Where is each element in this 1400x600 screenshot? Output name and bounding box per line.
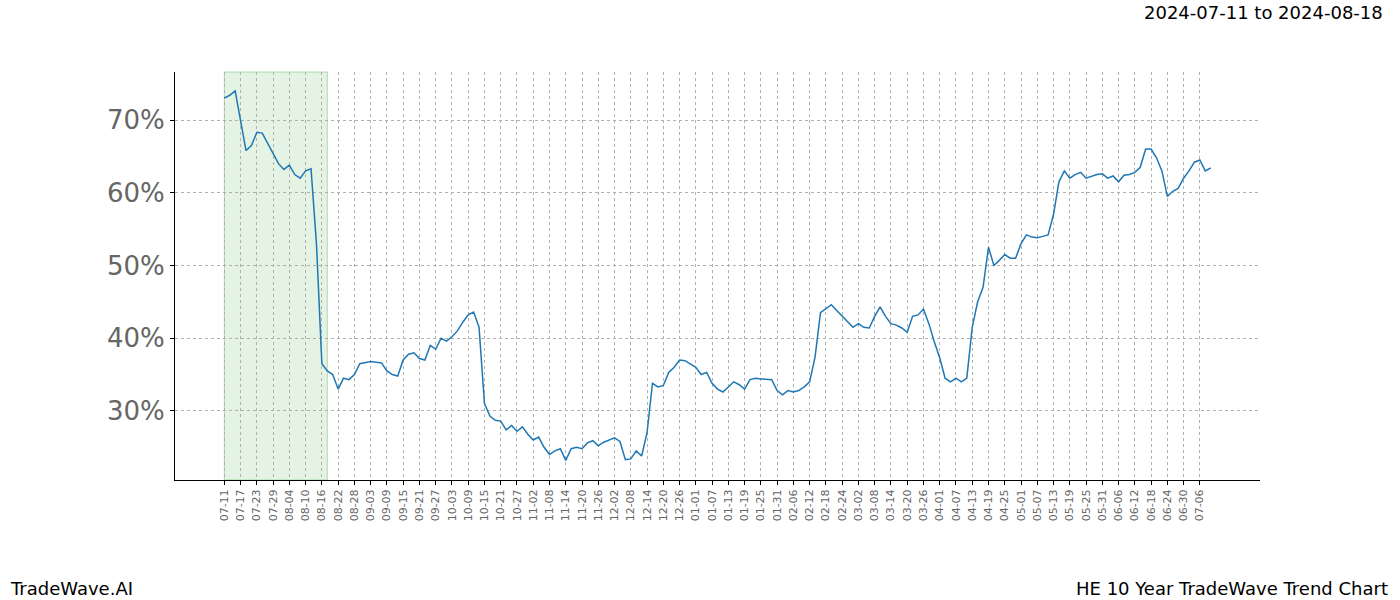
svg-text:08-28: 08-28: [348, 489, 361, 521]
svg-text:01-13: 01-13: [722, 489, 735, 521]
svg-text:09-03: 09-03: [364, 489, 377, 521]
svg-text:07-23: 07-23: [250, 489, 263, 521]
svg-text:06-30: 06-30: [1177, 489, 1190, 521]
svg-text:HE 10 Year TradeWave Trend Cha: HE 10 Year TradeWave Trend Chart: [1076, 578, 1388, 599]
svg-text:12-14: 12-14: [641, 489, 654, 521]
svg-text:08-04: 08-04: [283, 489, 296, 521]
svg-text:04-19: 04-19: [982, 489, 995, 521]
svg-text:11-14: 11-14: [559, 489, 572, 521]
svg-text:2024-07-11 to 2024-08-18: 2024-07-11 to 2024-08-18: [1144, 2, 1383, 23]
svg-text:01-07: 01-07: [706, 489, 719, 521]
svg-text:11-20: 11-20: [576, 489, 589, 521]
svg-text:03-20: 03-20: [901, 489, 914, 521]
svg-text:09-21: 09-21: [413, 489, 426, 521]
svg-text:05-01: 05-01: [1015, 489, 1028, 521]
svg-text:05-25: 05-25: [1080, 489, 1093, 521]
svg-text:50%: 50%: [107, 251, 165, 281]
svg-text:70%: 70%: [107, 105, 165, 135]
svg-text:04-13: 04-13: [966, 489, 979, 521]
svg-text:04-25: 04-25: [998, 489, 1011, 521]
svg-text:01-01: 01-01: [689, 489, 702, 521]
svg-text:06-12: 06-12: [1128, 489, 1141, 521]
svg-text:60%: 60%: [107, 178, 165, 208]
svg-text:07-11: 07-11: [218, 489, 231, 521]
svg-text:12-20: 12-20: [657, 489, 670, 521]
svg-text:05-13: 05-13: [1047, 489, 1060, 521]
svg-text:10-27: 10-27: [511, 489, 524, 521]
svg-text:04-07: 04-07: [950, 489, 963, 521]
svg-text:30%: 30%: [107, 396, 165, 426]
svg-text:10-09: 10-09: [462, 489, 475, 521]
svg-text:05-31: 05-31: [1096, 489, 1109, 521]
svg-text:10-21: 10-21: [494, 489, 507, 521]
svg-text:03-26: 03-26: [917, 489, 930, 521]
svg-text:07-29: 07-29: [267, 489, 280, 521]
svg-text:03-14: 03-14: [885, 489, 898, 521]
svg-text:01-25: 01-25: [754, 489, 767, 521]
svg-text:07-06: 07-06: [1193, 489, 1206, 521]
svg-text:01-31: 01-31: [771, 489, 784, 521]
svg-text:08-22: 08-22: [332, 489, 345, 521]
svg-text:02-24: 02-24: [836, 489, 849, 521]
svg-text:09-15: 09-15: [397, 489, 410, 521]
svg-text:08-10: 08-10: [299, 489, 312, 521]
svg-text:04-01: 04-01: [933, 489, 946, 521]
svg-text:09-09: 09-09: [380, 489, 393, 521]
svg-text:03-02: 03-02: [852, 489, 865, 521]
svg-text:10-03: 10-03: [446, 489, 459, 521]
svg-text:11-26: 11-26: [592, 489, 605, 521]
svg-text:10-15: 10-15: [478, 489, 491, 521]
svg-text:02-06: 02-06: [787, 489, 800, 521]
svg-text:02-18: 02-18: [819, 489, 832, 521]
svg-text:01-19: 01-19: [738, 489, 751, 521]
svg-text:TradeWave.AI: TradeWave.AI: [10, 578, 133, 599]
svg-text:12-26: 12-26: [673, 489, 686, 521]
svg-text:11-08: 11-08: [543, 489, 556, 521]
svg-text:02-12: 02-12: [803, 489, 816, 521]
svg-text:03-08: 03-08: [868, 489, 881, 521]
svg-text:12-02: 12-02: [608, 489, 621, 521]
svg-text:12-08: 12-08: [624, 489, 637, 521]
svg-text:09-27: 09-27: [429, 489, 442, 521]
svg-text:40%: 40%: [107, 323, 165, 353]
svg-text:05-19: 05-19: [1063, 489, 1076, 521]
svg-text:06-24: 06-24: [1161, 489, 1174, 521]
svg-text:06-18: 06-18: [1145, 489, 1158, 521]
svg-text:08-16: 08-16: [315, 489, 328, 521]
svg-text:05-07: 05-07: [1031, 489, 1044, 521]
svg-text:11-02: 11-02: [527, 489, 540, 521]
svg-text:06-06: 06-06: [1112, 489, 1125, 521]
svg-text:07-17: 07-17: [234, 489, 247, 521]
